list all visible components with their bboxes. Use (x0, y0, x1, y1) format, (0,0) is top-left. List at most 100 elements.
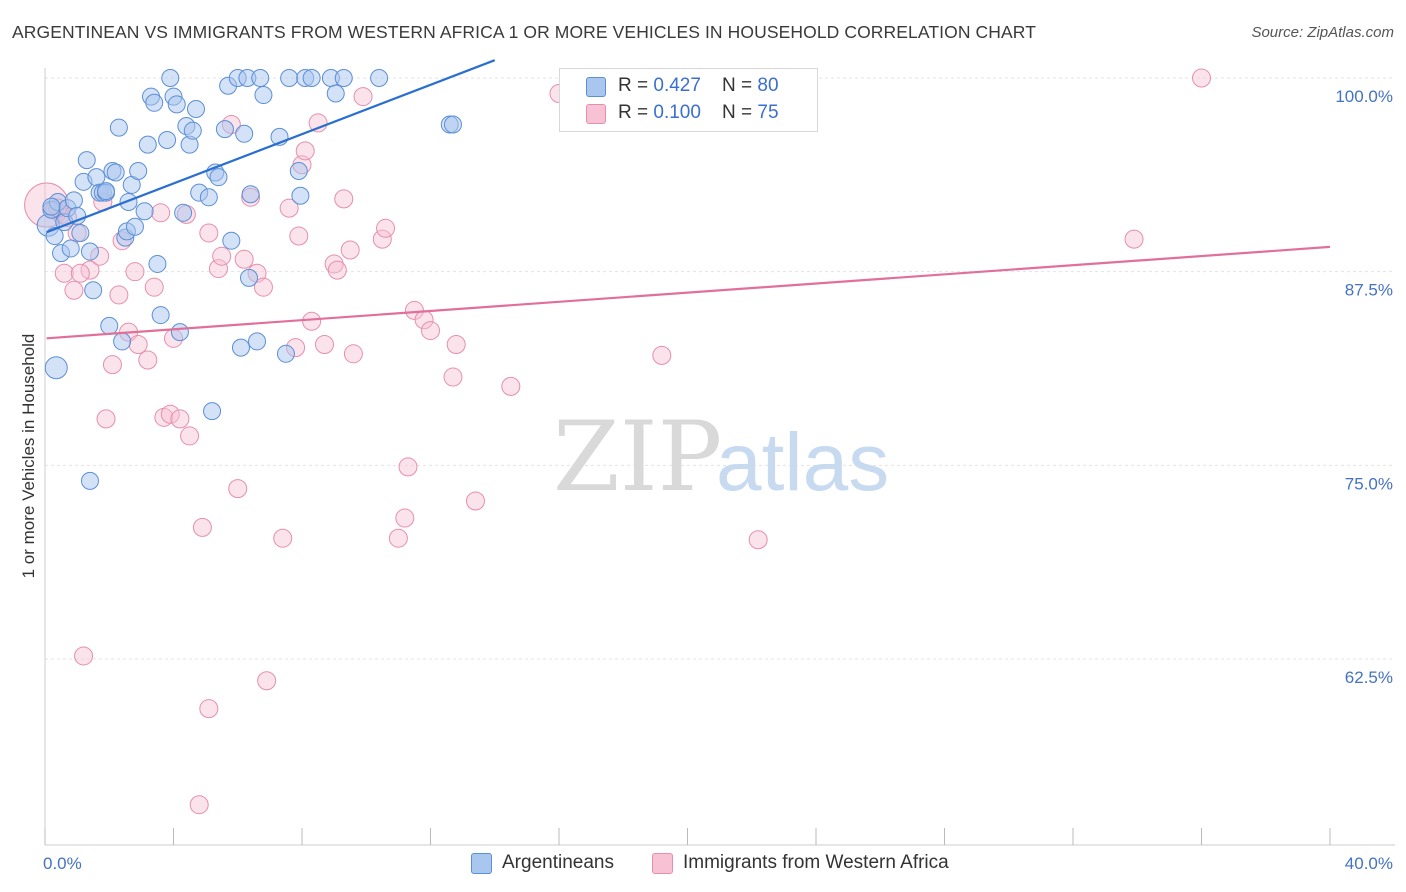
pink-point (465, 491, 485, 511)
pink-point (212, 246, 232, 266)
blue-point (186, 99, 205, 118)
blue-point (241, 185, 260, 204)
pink-point (340, 240, 360, 260)
pink-point (273, 528, 293, 548)
blue-point (326, 84, 345, 103)
x-tick-label: 40.0% (1345, 854, 1393, 873)
blue-point (119, 192, 138, 211)
pink-point (138, 350, 158, 370)
pink-point (170, 409, 190, 429)
bottom-legend-label: Argentineans (502, 852, 614, 873)
legend-r-label: R = (618, 102, 654, 123)
blue-point (203, 402, 222, 421)
pink-point (180, 426, 200, 446)
pink-point (228, 479, 248, 499)
blue-point (231, 338, 250, 357)
axes (44, 68, 1395, 846)
pink-point (652, 345, 672, 365)
legend-r-label: R = (618, 75, 654, 96)
pink-point (388, 528, 408, 548)
pink-point (421, 321, 440, 341)
pink-point (96, 409, 116, 429)
blue-point (199, 188, 218, 207)
legend-n-label: N = (722, 102, 758, 123)
pink-point (1192, 68, 1211, 88)
pink-point (199, 223, 219, 243)
blue-point (71, 223, 90, 242)
pink-point (74, 646, 94, 666)
legend-n-value: 80 (757, 75, 779, 96)
pink-point (257, 671, 277, 691)
correlation-legend: R = 0.427 N = 80 R = 0.100 N = 75 (559, 68, 818, 132)
legend-swatch-blue (586, 77, 606, 97)
legend-swatch-blue (471, 853, 492, 874)
blue-point (161, 69, 180, 87)
blue-point (280, 69, 299, 87)
blue-point (125, 217, 144, 236)
blue-point (239, 268, 258, 287)
legend-r-value: 0.100 (653, 102, 701, 123)
legend-swatch-pink (652, 853, 673, 874)
pink-point (128, 335, 148, 355)
blue-point (68, 206, 87, 225)
blue-point (80, 471, 99, 490)
chart-title: ARGENTINEAN VS IMMIGRANTS FROM WESTERN A… (12, 22, 1036, 42)
bottom-legend-label: Immigrants from Western Africa (683, 852, 949, 873)
pink-point (160, 404, 180, 424)
blue-point (209, 168, 228, 187)
blue-point (106, 163, 125, 182)
blue-point (135, 202, 154, 221)
pink-point (1124, 229, 1144, 249)
pink-point (443, 367, 463, 387)
pink-point (64, 280, 84, 300)
watermark: ZIP atlas (553, 401, 889, 513)
blue-point (254, 86, 273, 105)
blue-point (443, 115, 462, 134)
blue-point (158, 130, 177, 149)
source-label: Source: ZipAtlas.com (1251, 24, 1394, 41)
blue-point (61, 239, 80, 258)
pink-trend-line (46, 245, 1331, 340)
pink-point (102, 355, 122, 375)
y-tick-label: 100.0% (1335, 87, 1393, 106)
series-argentineans (36, 69, 462, 490)
blue-point (248, 332, 267, 351)
pink-point (376, 218, 396, 238)
blue-point (129, 161, 148, 180)
blue-point (148, 254, 167, 273)
pink-point (353, 87, 373, 107)
pink-point (295, 141, 315, 161)
pink-point (314, 335, 334, 355)
blue-point (100, 316, 119, 335)
pink-point (395, 508, 415, 528)
pink-point (54, 263, 74, 283)
grid-lines (45, 77, 1395, 660)
pink-point (253, 277, 273, 297)
blue-point (235, 124, 254, 143)
pink-point (302, 311, 322, 331)
x-tick-labels: 0.0% 40.0% (43, 854, 1393, 873)
blue-point (370, 69, 389, 87)
pink-point (343, 344, 363, 364)
legend-r-value: 0.427 (653, 75, 701, 96)
trend-lines (46, 59, 1331, 340)
y-tick-labels: 62.5% 75.0% 87.5% 100.0% (1335, 87, 1393, 687)
y-tick-label: 62.5% (1345, 668, 1393, 687)
pink-point (189, 795, 209, 815)
legend-n-label: N = (722, 75, 758, 96)
blue-point (64, 191, 83, 210)
blue-point (44, 356, 68, 380)
blue-point (170, 323, 189, 342)
pink-point (398, 457, 418, 477)
pink-point (192, 517, 212, 537)
pink-point (334, 189, 354, 209)
pink-point (327, 260, 347, 280)
pink-point (324, 254, 344, 274)
blue-trend-line (46, 59, 496, 234)
watermark-zip: ZIP (553, 401, 722, 513)
pink-point (501, 376, 521, 396)
blue-point (151, 306, 170, 325)
x-tick-label: 0.0% (43, 854, 82, 873)
blue-point (334, 69, 353, 87)
